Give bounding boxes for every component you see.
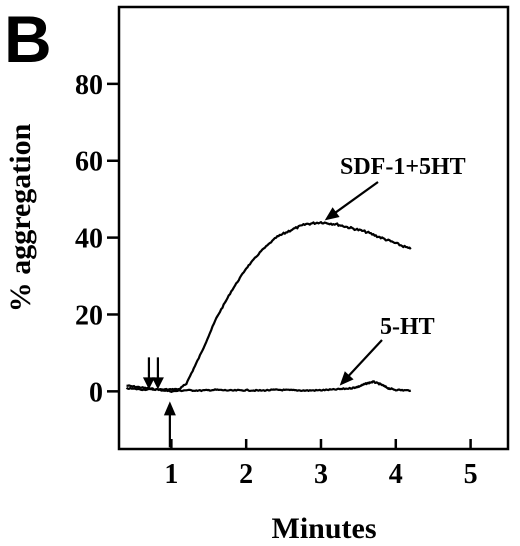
marker-arrowhead-1 [142,377,155,390]
annotation-5ht-arrow [347,339,383,378]
x-tick-label-2: 2 [239,459,253,490]
annotation-sdf: SDF-1+5HT [324,154,466,221]
y-tick-label-80: 80 [75,70,103,101]
y-tick-label-60: 60 [75,147,103,178]
y-tick-label-0: 0 [89,377,103,408]
x-axis-label: Minutes [272,512,377,545]
x-tick-label-3: 3 [314,459,328,490]
marker-arrowhead-2 [151,377,164,390]
y-tick-label-20: 20 [75,300,103,331]
annotation-sdf-label: SDF-1+5HT [340,154,466,180]
series-line-5-ht [125,380,412,393]
series-line-sdf-1-5ht [126,221,412,392]
annotation-5ht: 5-HT [339,314,435,386]
marker-arrowhead-3 [163,401,176,416]
plot-frame [117,5,510,451]
x-axis: 1 2 3 4 5 [164,439,478,490]
x-tick-label-1: 1 [164,459,178,490]
y-axis-label: % aggregation [4,123,37,312]
y-axis: 0 20 40 60 80 [75,70,119,408]
x-tick-label-5: 5 [464,459,478,490]
annotation-sdf-arrowhead [324,207,340,221]
annotation-5ht-label: 5-HT [380,314,435,340]
y-tick-label-40: 40 [75,224,103,255]
x-tick-label-4: 4 [389,459,403,490]
panel-label: B [4,2,52,76]
annotation-sdf-arrow [333,181,379,215]
series-layer [125,221,412,393]
marker-layer [142,357,176,448]
annotation-5ht-arrowhead [339,371,354,386]
